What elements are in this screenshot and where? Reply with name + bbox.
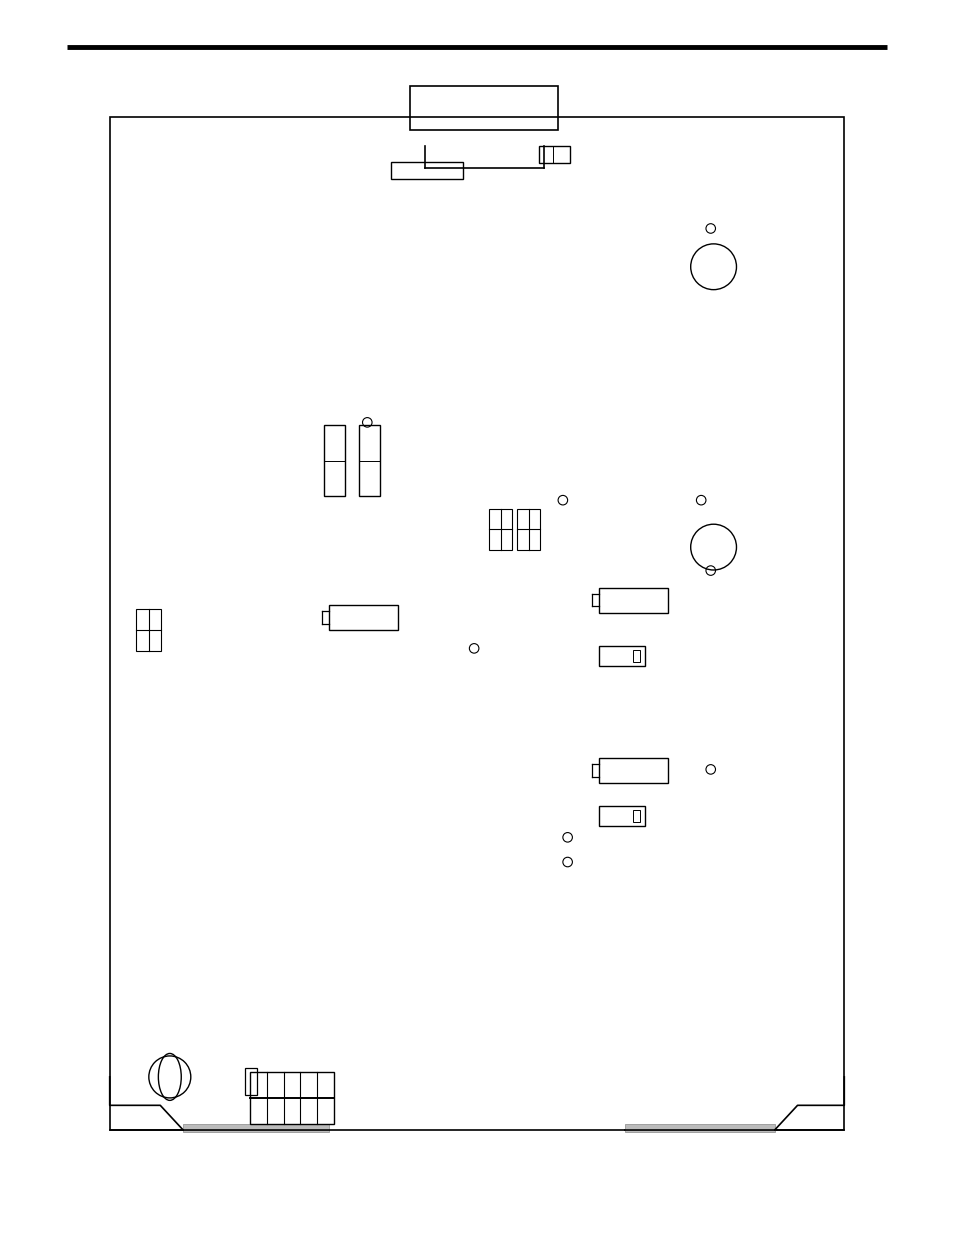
Bar: [391, 162, 462, 179]
Bar: [632, 650, 639, 662]
Bar: [598, 806, 644, 826]
Bar: [183, 1124, 329, 1132]
Bar: [329, 605, 397, 630]
Bar: [598, 588, 667, 613]
Bar: [110, 117, 843, 1130]
Bar: [598, 758, 667, 783]
Bar: [324, 425, 345, 496]
Bar: [245, 1068, 256, 1095]
Bar: [136, 609, 161, 651]
Bar: [250, 1072, 334, 1124]
Bar: [517, 509, 539, 550]
Bar: [538, 146, 569, 163]
Bar: [410, 86, 558, 130]
Bar: [598, 646, 644, 666]
Bar: [489, 509, 512, 550]
Bar: [358, 425, 379, 496]
Bar: [632, 810, 639, 823]
Bar: [624, 1124, 774, 1132]
